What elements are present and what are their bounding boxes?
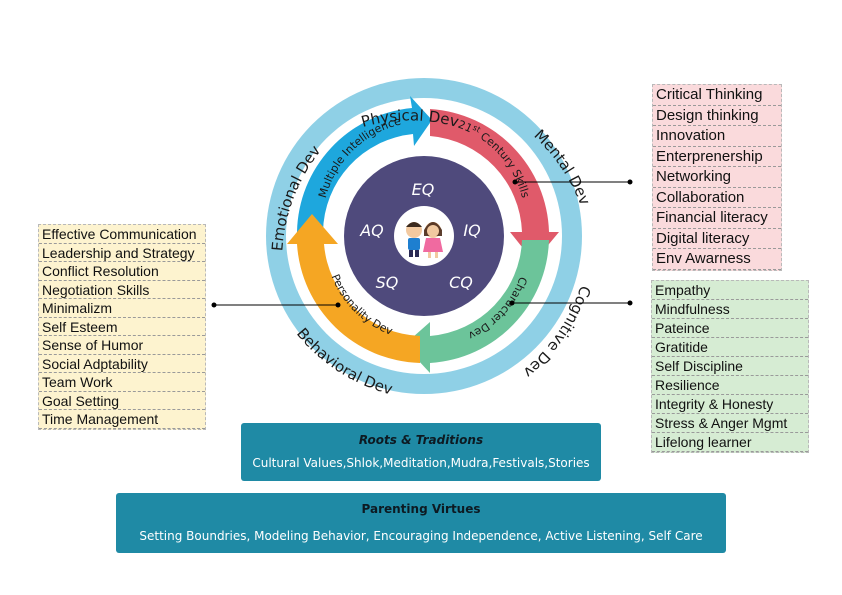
list-item: Networking [653, 167, 781, 188]
right-top-connector-dot [512, 179, 518, 185]
list-item: Digital literacy [653, 229, 781, 249]
roots-traditions-box: Roots & Traditions Cultural Values,Shlok… [241, 423, 601, 481]
century-skills-arrow [430, 109, 559, 262]
iq-label: IQ [463, 221, 480, 240]
virtues-title: Parenting Virtues [361, 502, 481, 516]
list-item: Team Work [39, 373, 205, 392]
parenting-virtues-box: Parenting Virtues Setting Boundries, Mod… [116, 493, 726, 553]
list-item: Resilience [652, 376, 808, 395]
cq-label: CQ [449, 273, 473, 292]
list-item: Env Awarness [653, 249, 781, 270]
left-connector-dot [335, 302, 341, 308]
multiple-intelligence-arrow [297, 96, 432, 232]
roots-title: Roots & Traditions [358, 433, 484, 447]
list-item: Conflict Resolution [39, 262, 205, 281]
left-connector-dot [211, 302, 217, 308]
eq-label: EQ [412, 180, 435, 199]
list-item: Effective Communication [39, 225, 205, 244]
list-item: Self Esteem [39, 318, 205, 336]
list-item: Innovation [653, 126, 781, 147]
list-item: Leadership and Strategy [39, 244, 205, 262]
virtues-body: Setting Boundries, Modeling Behavior, En… [139, 529, 703, 543]
list-item: Design thinking [653, 106, 781, 126]
list-item: Stress & Anger Mgmt [652, 414, 808, 433]
list-item: Self Discipline [652, 357, 808, 376]
right-bottom-connector-dot [627, 300, 633, 306]
children-icon [406, 222, 443, 258]
roots-body: Cultural Values,Shlok,Meditation,Mudra,F… [252, 456, 590, 470]
list-item: Enterprenership [653, 147, 781, 167]
cognitive-skills-list: Empathy Mindfulness Pateince Gratitide Self … [651, 280, 809, 453]
list-item: Empathy [652, 281, 808, 300]
sq-label: SQ [376, 273, 399, 292]
list-item: Goal Setting [39, 392, 205, 410]
list-item: Collaboration [653, 188, 781, 208]
right-top-connector-dot [627, 179, 633, 185]
list-item: Gratitide [652, 338, 808, 357]
character-dev-arrow [404, 240, 549, 373]
behavioral-skills-list: Effective Communication Leadership and St… [38, 224, 206, 430]
mental-skills-list: Critical Thinking Design thinking Innovati… [652, 84, 782, 271]
list-item: Negotiation Skills [39, 281, 205, 299]
list-item: Minimalizm [39, 299, 205, 318]
list-item: Lifelong learner [652, 433, 808, 452]
personality-dev-arrow [287, 214, 420, 363]
list-item: Pateince [652, 319, 808, 338]
list-item: Sense of Humor [39, 336, 205, 355]
list-item: Mindfulness [652, 300, 808, 319]
list-item: Social Adptability [39, 355, 205, 373]
list-item: Time Management [39, 410, 205, 429]
right-bottom-connector-dot [509, 300, 515, 306]
aq-label: AQ [359, 221, 384, 240]
list-item: Financial literacy [653, 208, 781, 229]
list-item: Integrity & Honesty [652, 395, 808, 414]
list-item: Critical Thinking [653, 85, 781, 106]
